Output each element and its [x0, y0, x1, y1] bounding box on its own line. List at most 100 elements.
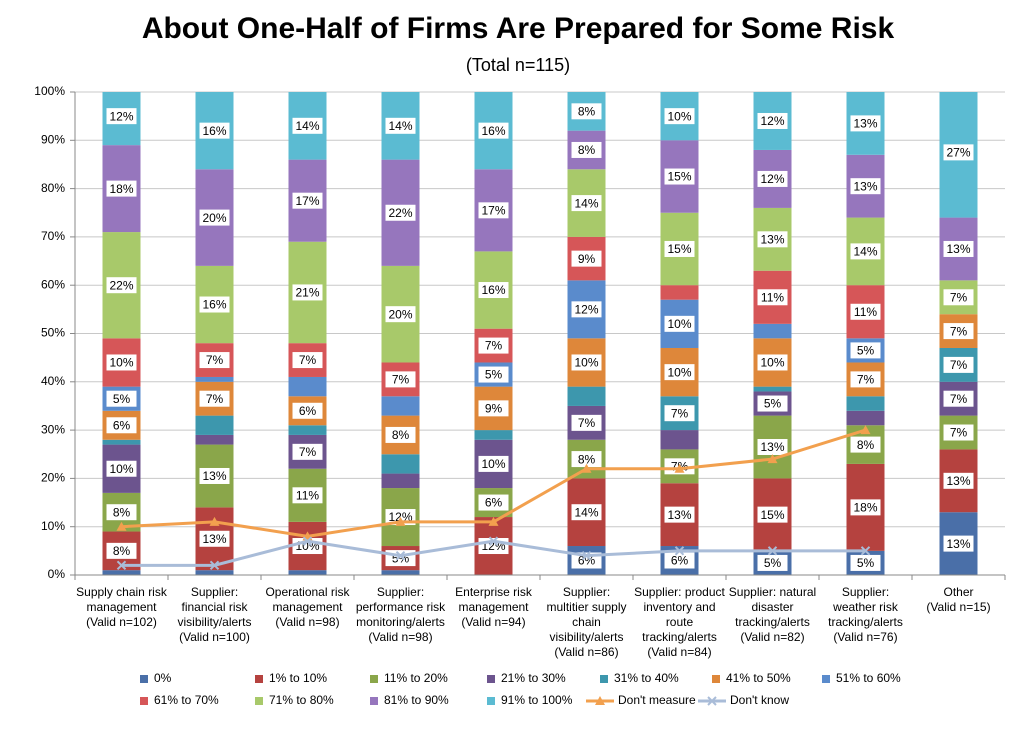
bar-segment [753, 386, 792, 392]
value-label: 13% [202, 469, 226, 483]
x-tick-label-line: (Valid n=15) [926, 600, 990, 614]
x-tick-label-line: Other [943, 585, 973, 599]
x-tick-label-line: Supplier: [563, 585, 610, 599]
value-label-box [571, 250, 602, 267]
x-tick-label-line: management [272, 600, 343, 614]
value-label-box [943, 240, 974, 257]
x-tick-label-line: Supplier: [842, 585, 889, 599]
value-label-box [478, 282, 509, 299]
value-label-box [106, 354, 137, 371]
value-label: 14% [574, 505, 598, 519]
value-label-box [199, 296, 230, 313]
value-label-box [850, 554, 881, 571]
value-label: 14% [295, 119, 319, 133]
value-label: 7% [950, 392, 968, 406]
value-label: 18% [853, 501, 877, 515]
value-label-box [292, 192, 323, 209]
value-label: 16% [202, 298, 226, 312]
x-tick-label-line: (Valid n=102) [86, 615, 157, 629]
value-label: 5% [113, 392, 131, 406]
value-label: 10% [760, 356, 784, 370]
value-label-box [106, 180, 137, 197]
value-label: 16% [481, 124, 505, 138]
value-label: 7% [950, 290, 968, 304]
value-label: 11% [854, 305, 877, 319]
line-marker [860, 425, 871, 435]
value-label-box [850, 243, 881, 260]
value-label: 7% [671, 406, 689, 420]
x-tick-label-line: visibility/alerts [549, 630, 623, 644]
line-marker [581, 550, 592, 561]
x-tick-label-line: Supplier: natural [729, 585, 816, 599]
legend-label: 61% to 70% [154, 693, 219, 707]
y-tick-label: 20% [41, 471, 65, 485]
line-marker [860, 546, 871, 556]
x-tick-label: Other (Valid n=15) [926, 585, 990, 614]
x-tick-label-line: (Valid n=86) [554, 645, 618, 659]
legend-swatch [370, 675, 378, 683]
bar-segment [381, 454, 420, 474]
y-tick-label: 40% [41, 374, 65, 388]
value-label: 6% [299, 404, 317, 418]
value-label: 12% [574, 303, 598, 317]
bar-segment [288, 425, 327, 435]
value-label-box [292, 284, 323, 301]
value-label-box [106, 504, 137, 521]
legend: 0% 1% to 10% 11% to 20% 21% to 30% 31% to 40… [140, 671, 901, 707]
x-tick-label: Supplier: weather risk tracking/alerts (Val… [828, 585, 903, 644]
x-tick-label-line: (Valid n=82) [740, 630, 804, 644]
value-label-box [199, 467, 230, 484]
line-marker [116, 560, 127, 571]
value-label-box [757, 289, 788, 306]
x-tick-label-line: (Valid n=94) [461, 615, 525, 629]
y-tick-label: 0% [48, 567, 66, 581]
value-label-box [850, 303, 881, 320]
bar-segment [846, 410, 885, 426]
value-label-box [478, 400, 509, 417]
bar-segment [288, 376, 327, 397]
value-label-box [292, 352, 323, 369]
x-tick-label-line: weather risk [832, 600, 899, 614]
legend-label: 0% [154, 671, 172, 685]
value-label-box [478, 455, 509, 472]
line-marker [674, 463, 685, 473]
value-label-box [385, 306, 416, 323]
value-label: 22% [388, 206, 412, 220]
value-label-box [478, 122, 509, 139]
value-label: 7% [299, 353, 317, 367]
value-label-box [106, 390, 137, 407]
value-label: 11% [761, 290, 784, 304]
legend-label: 81% to 90% [384, 693, 449, 707]
value-label: 13% [946, 474, 970, 488]
value-label-box [943, 323, 974, 340]
value-label: 9% [578, 252, 596, 266]
x-tick-label-line: (Valid n=100) [179, 630, 250, 644]
line-marker [595, 696, 605, 705]
value-label: 14% [853, 245, 877, 259]
value-label: 12% [760, 114, 784, 128]
value-label-box [571, 103, 602, 120]
value-label: 10% [667, 109, 691, 123]
x-tick-label-line: Operational risk [265, 585, 350, 599]
value-label: 7% [950, 324, 968, 338]
value-label-box [292, 402, 323, 419]
x-tick-label-line: (Valid n=98) [275, 615, 339, 629]
x-tick-label-line: route [666, 615, 694, 629]
value-label-box [106, 277, 137, 294]
value-label: 27% [946, 146, 970, 160]
value-label: 11% [296, 488, 319, 502]
legend-label: 91% to 100% [501, 693, 573, 707]
value-label: 7% [299, 445, 317, 459]
value-label: 14% [574, 196, 598, 210]
value-label-box [757, 354, 788, 371]
value-label-box [850, 178, 881, 195]
bar-segment [660, 285, 699, 300]
bar-segment [381, 473, 420, 489]
value-label-box [943, 390, 974, 407]
x-tick-label-line: tracking/alerts [642, 630, 717, 644]
bar-segment [195, 376, 234, 382]
line-marker [767, 454, 778, 464]
legend-label: 11% to 20% [384, 671, 448, 685]
value-label: 5% [485, 368, 503, 382]
